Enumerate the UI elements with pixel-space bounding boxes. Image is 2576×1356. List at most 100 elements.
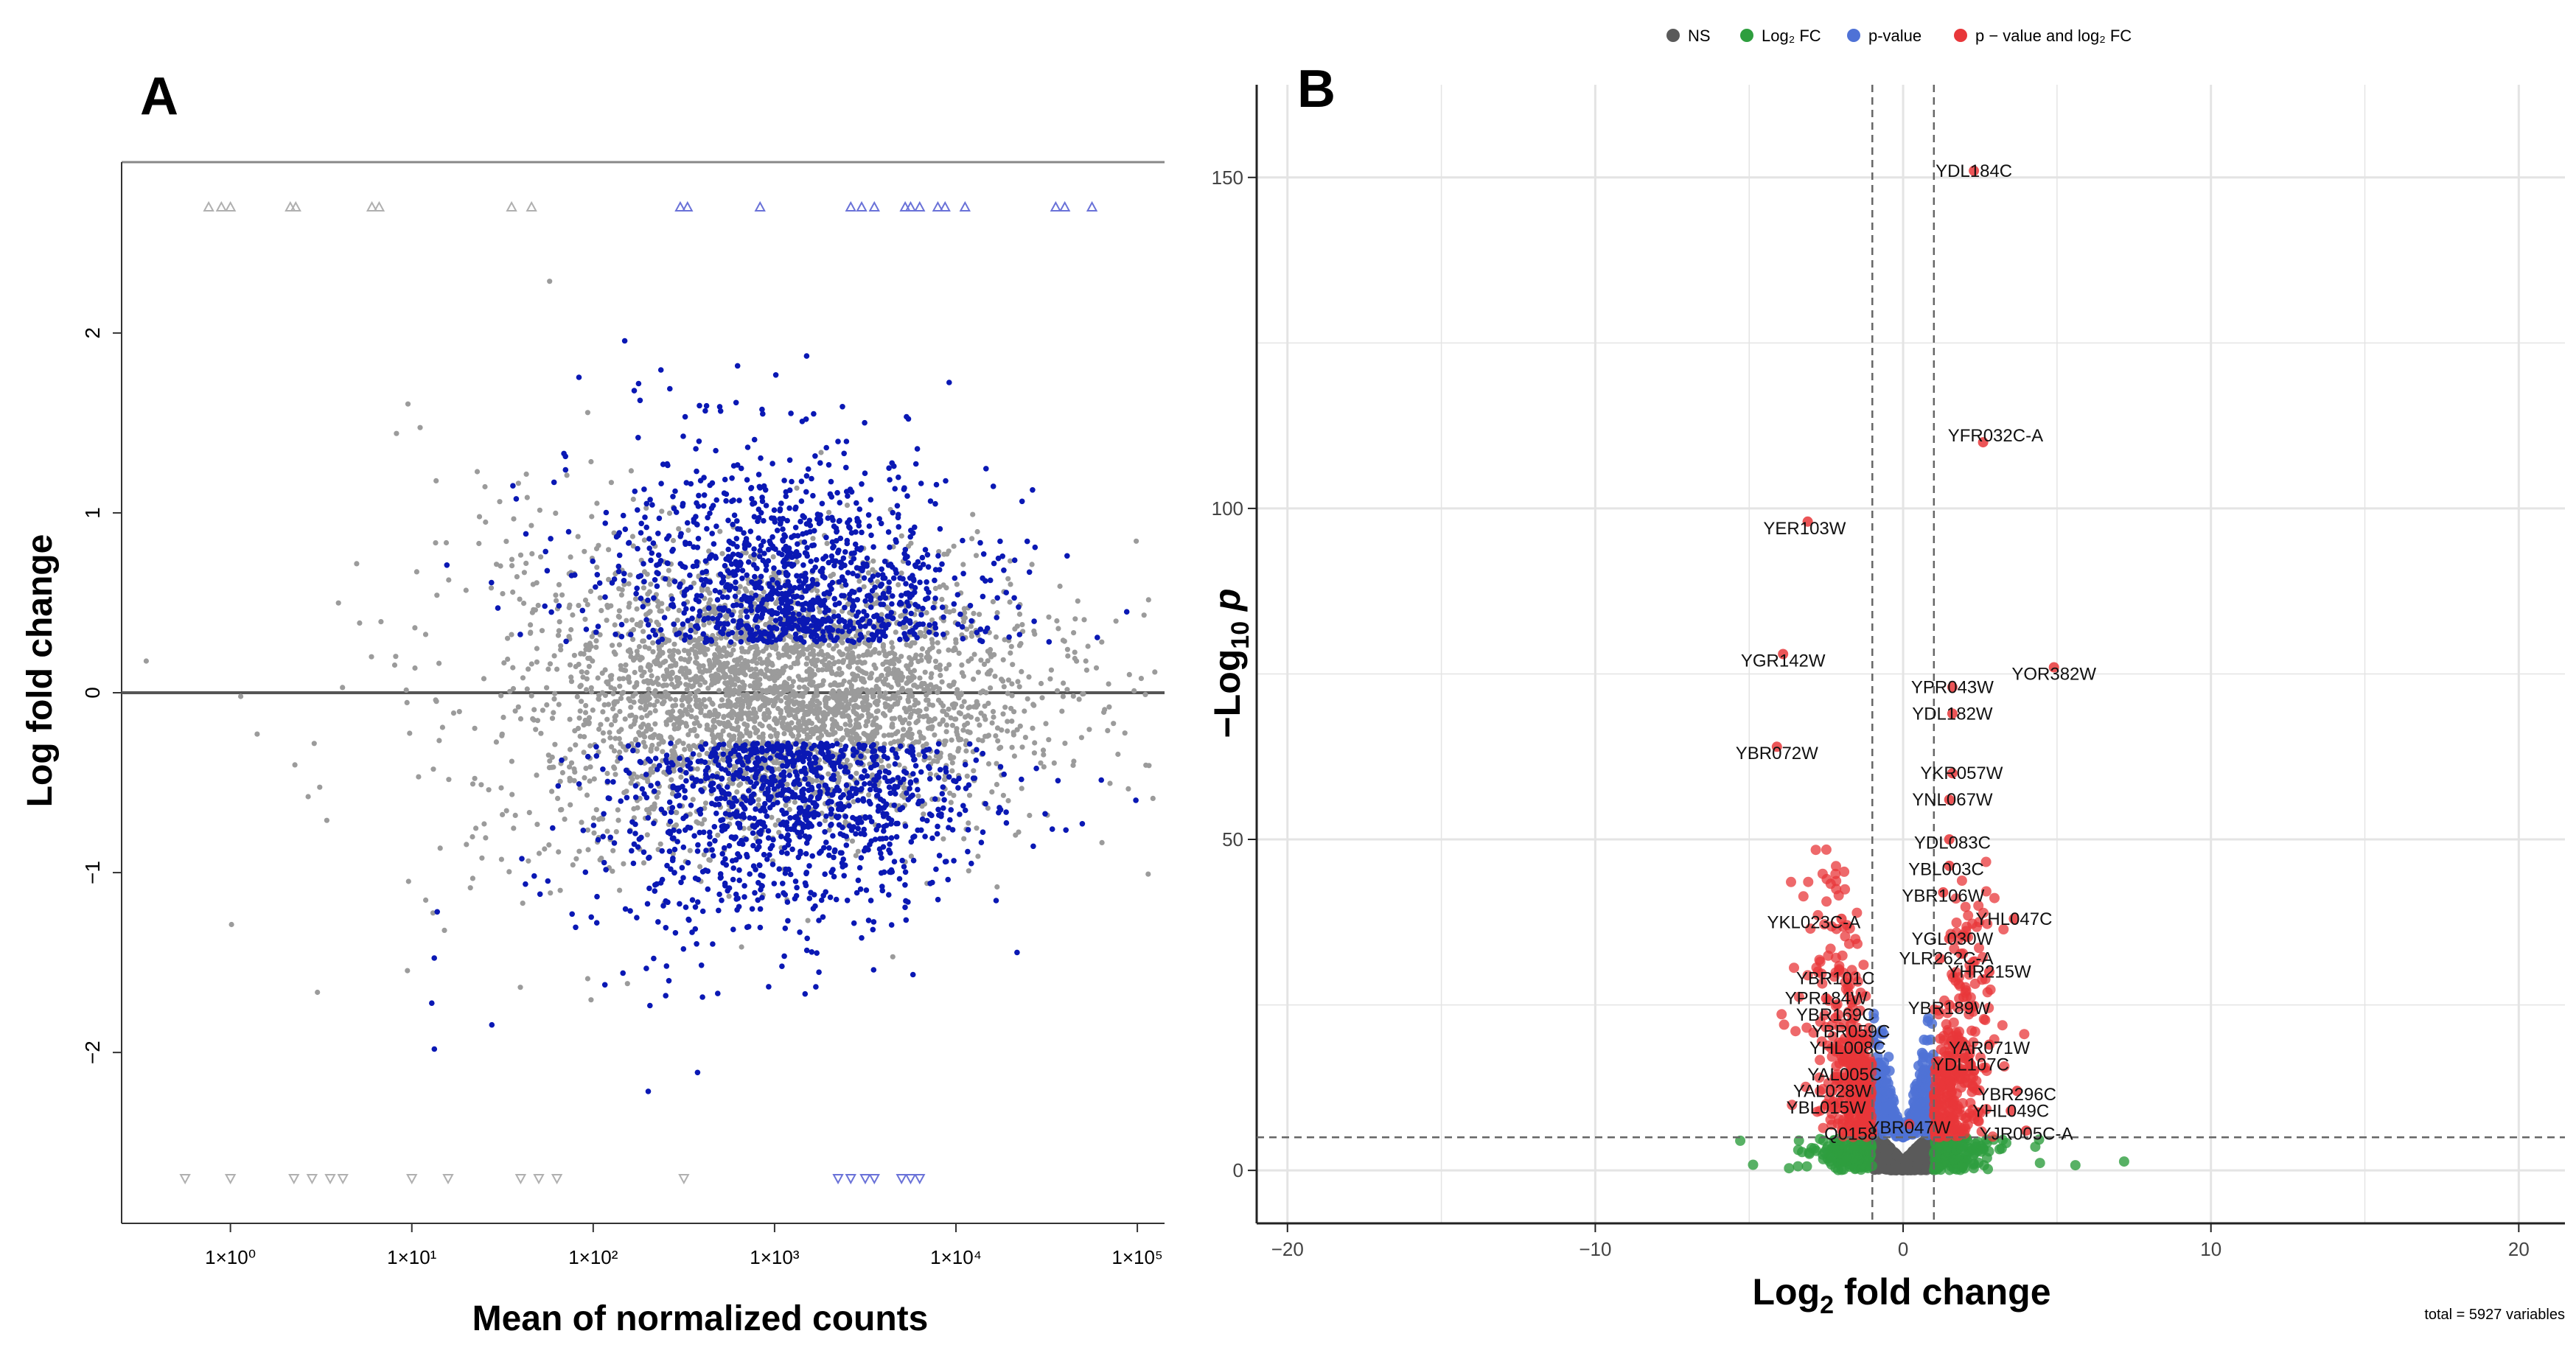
ma-point-significant [842,604,848,611]
ma-point-ns [885,606,891,612]
ma-point-significant [940,805,946,811]
ma-point-ns [651,806,657,812]
ma-point-significant [767,845,774,852]
ma-point-ns [804,736,810,742]
ma-point-ns [741,635,747,641]
ma-point-ns [873,699,879,705]
ma-point-ns [292,762,298,768]
ma-point-ns [892,651,898,657]
ma-point-ns [876,650,882,656]
ma-point-significant [643,617,649,623]
ma-point-ns [841,713,847,719]
ma-point-significant [626,540,632,546]
ma-point-significant [717,871,724,877]
ma-point-ns [951,755,957,761]
ma-point-significant [835,550,841,556]
ma-point-ns [969,536,975,542]
ma-point-ns [617,683,623,689]
ma-point-ns [877,693,883,699]
ma-point-ns [590,815,597,821]
ma-point-significant [759,895,765,901]
ma-point-ns [1016,611,1023,618]
ma-point-ns [628,649,634,656]
ma-point-ns [687,848,693,853]
ma-point-significant [905,590,911,596]
ma-point-ns [610,848,616,853]
ma-point-ns [941,708,947,714]
ma-point-significant [703,402,710,409]
ma-point-ns [481,676,487,682]
ma-point-ns [948,800,954,805]
ma-point-ns [626,696,632,702]
ma-point-ns [553,593,559,598]
ma-point-ns [1102,707,1108,713]
ma-point-significant [789,478,795,485]
ma-point-ns [994,725,1001,731]
ma-point-significant [772,618,779,623]
ma-point-significant [752,573,758,580]
ma-point-ns [521,601,527,607]
ma-point-ns [712,660,718,665]
ma-point-ns [691,727,697,733]
ma-point-ns [753,643,759,649]
ma-point-significant [825,515,831,521]
ma-point-ns [324,817,329,823]
ma-point-ns [844,646,850,652]
ma-point-significant [708,505,715,511]
ma-point-significant [925,564,932,570]
ma-point-significant [803,521,810,527]
ma-point-ns [860,679,866,685]
ma-point-ns [712,651,718,658]
ma-point-ns [634,621,640,628]
ma-point-significant [901,864,907,870]
ma-point-ns [985,761,992,767]
ma-point-ns [956,737,962,743]
ma-point-significant [631,388,638,394]
ma-point-ns [917,730,923,735]
ma-point-significant [736,624,741,631]
ma-point-significant [725,553,732,560]
ma-point-ns [412,665,418,671]
ma-point-ns [493,739,500,745]
ma-point-ns [631,805,637,812]
ma-point-ns [340,685,346,691]
ma-point-significant [725,546,731,553]
ma-point-significant [781,953,787,960]
ma-point-ns [416,774,422,780]
ma-point-ns [814,715,820,721]
ma-point-ns [1061,680,1067,686]
ma-point-ns [529,551,535,557]
ma-point-significant [669,857,676,864]
ma-point-significant [1098,777,1104,783]
ma-point-ns [988,685,994,691]
ma-point-ns [826,509,832,515]
ma-point-ns [720,746,727,752]
ma-point-significant [778,500,784,506]
ma-point-significant [870,919,877,925]
ma-point-significant [769,515,775,521]
ma-point-significant [643,772,649,777]
ma-point-ns [391,662,398,668]
ma-point-significant [856,506,863,512]
ma-point-ns [505,635,511,641]
ma-point-significant [697,612,702,619]
ma-point-ns [742,586,748,592]
ma-point-ns [859,660,865,666]
ma-point-ns [796,685,802,691]
ma-point-ns [1016,643,1022,649]
ma-point-ns [1085,643,1091,649]
ma-point-ns [761,589,767,595]
ma-point-significant [669,548,675,554]
ma-point-significant [811,410,817,417]
ma-point-significant [856,637,862,643]
ma-point-ns [596,692,602,699]
ma-point-significant [709,531,715,537]
ma-point-significant [863,887,870,893]
ma-point-ns [1022,708,1027,714]
ma-point-ns [422,632,429,637]
ma-point-significant [814,511,821,517]
ma-point-ns [895,729,901,735]
ma-point-significant [722,476,728,483]
ma-point-ns [830,724,836,731]
ma-point-significant [638,595,644,601]
